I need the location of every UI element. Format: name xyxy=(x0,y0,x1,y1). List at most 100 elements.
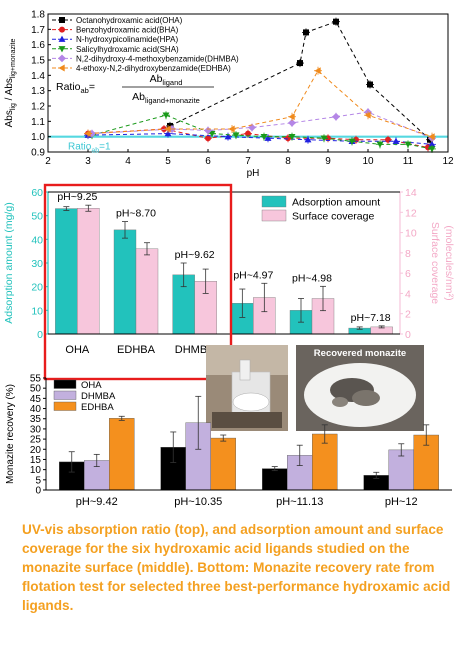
data-point-3-10 xyxy=(428,146,436,153)
legend-label-2: N-hydroxypicolinamide(HPA) xyxy=(76,35,178,44)
x-tick-label: 3 xyxy=(85,156,91,167)
legend-label-1: Surface coverage xyxy=(292,211,374,223)
formula-sub: ligand+monazite xyxy=(145,96,200,105)
recovered-monazite-photo: Recovered monazite xyxy=(206,345,424,431)
y-tick-label: 15 xyxy=(30,455,42,466)
formula-sub: ab xyxy=(81,86,89,95)
y-tick-label: 1.7 xyxy=(31,25,45,36)
x-tick-label: 10 xyxy=(362,156,374,167)
ratio-formula-numerator: Abligand xyxy=(150,73,183,87)
category-label-0: pH~9.42 xyxy=(76,496,118,508)
monazite-sample-light xyxy=(352,390,380,406)
right-tick-label: 6 xyxy=(405,268,411,280)
data-point-3-4 xyxy=(260,133,268,141)
data-point-2-4 xyxy=(304,136,312,143)
x-tick-label: 8 xyxy=(285,156,291,167)
category-label-1: pH~10.35 xyxy=(174,496,222,508)
legend-marker-2 xyxy=(58,35,66,42)
legend-label-5: 4-ethoxy-N,2-dihydroxybenzamide(EDHBA) xyxy=(76,64,231,73)
x-tick-label: 12 xyxy=(442,156,454,167)
data-point-3-5 xyxy=(288,133,296,141)
formula-part: = xyxy=(89,81,95,93)
y-tick-label: 1.6 xyxy=(31,40,45,51)
left-tick-label: 60 xyxy=(31,187,43,199)
y-tick-label: 30 xyxy=(30,424,42,435)
ph-label-edhba: pH~8.70 xyxy=(116,208,156,220)
legend-label-0: Octanohydroxamic acid(OHA) xyxy=(76,16,183,25)
y-tick-label: 20 xyxy=(30,445,42,456)
category-label-dhmba: DHMBA xyxy=(175,344,215,356)
x-tick-label: 2 xyxy=(45,156,51,167)
adsorption-chart: OHApH~9.25EDHBApH~8.70DHMBApH~9.62BHApH~… xyxy=(3,183,455,381)
x-tick-label: 6 xyxy=(205,156,211,167)
highlight-box xyxy=(43,183,233,381)
legend-swatch-1 xyxy=(261,209,287,222)
ph-label-oha: pH~9.25 xyxy=(57,191,97,203)
data-point-1-2 xyxy=(205,135,211,142)
ratio-formula-lhs: Ratioab= xyxy=(56,81,95,95)
data-point-5-0 xyxy=(84,130,91,138)
y-tick-label: 1.4 xyxy=(31,71,45,82)
formula-part: Ab xyxy=(150,73,163,85)
data-point-3-1 xyxy=(162,112,170,119)
right-tick-label: 8 xyxy=(405,248,411,260)
data-point-5-6 xyxy=(428,133,435,141)
baseline-part: =1 xyxy=(99,142,111,153)
x-tick-label: 11 xyxy=(403,156,414,167)
data-point-3-9 xyxy=(404,141,412,148)
data-point-5-5 xyxy=(364,111,371,119)
right-axis-label: Surface coverage xyxy=(429,222,441,304)
lab-flotation-cell xyxy=(232,392,270,412)
ph-label-bha: pH~4.97 xyxy=(233,269,273,281)
category-label-2: pH~11.13 xyxy=(276,496,323,508)
data-point-5-1 xyxy=(164,125,171,133)
legend-label-1: Benzohydroxamic acid(BHA) xyxy=(76,26,179,35)
legend-label-0: OHA xyxy=(81,380,102,391)
data-point-2-3 xyxy=(264,134,272,141)
x-axis-label: pH xyxy=(247,168,260,179)
legend-marker-0 xyxy=(59,17,65,23)
right-tick-label: 0 xyxy=(405,329,411,341)
right-tick-label: 12 xyxy=(405,207,417,219)
formula-sub: ligand xyxy=(162,78,182,87)
lab-apparatus-stem xyxy=(239,359,251,381)
y-tick-label: 1.1 xyxy=(31,117,45,128)
y-tick-label: 0 xyxy=(35,486,41,497)
ratio-formula-denominator: Abligand+monazite xyxy=(132,91,200,105)
x-tick-label: 9 xyxy=(325,156,331,167)
y-tick-label: 1.2 xyxy=(31,102,45,113)
category-label-oha: OHA xyxy=(65,344,90,356)
data-point-3-6 xyxy=(320,135,328,142)
formula-part: Ab xyxy=(132,91,145,103)
data-point-4-5 xyxy=(332,112,340,121)
legend-swatch-2 xyxy=(53,401,77,411)
y-axis-label: Abslig / Abslig+monazite xyxy=(4,39,17,128)
y-tick-label: 1.3 xyxy=(31,86,45,97)
data-point-2-1 xyxy=(164,130,172,137)
baseline-part: Ratio xyxy=(68,142,92,153)
y-axis-label-part: / Abs xyxy=(4,78,15,103)
data-point-0-3 xyxy=(333,18,339,25)
data-point-2-2 xyxy=(224,133,232,140)
series-line-0 xyxy=(169,21,431,141)
left-tick-label: 40 xyxy=(31,234,43,246)
legend-marker-4 xyxy=(58,54,66,63)
legend-label-4: N,2-dihydroxy-4-methoxybenzamide(DHMBA) xyxy=(76,54,239,63)
data-point-4-2 xyxy=(204,126,212,135)
data-point-3-7 xyxy=(348,138,356,145)
legend-swatch-0 xyxy=(261,195,287,208)
data-point-3-8 xyxy=(376,141,384,148)
bar-right-oha xyxy=(77,208,100,335)
legend-marker-3 xyxy=(58,46,66,53)
left-axis-label: Adsorption amount (mg/g) xyxy=(3,202,15,323)
right-tick-label: 10 xyxy=(405,228,417,240)
y-tick-label: 50 xyxy=(30,384,42,395)
bar-edhba-0 xyxy=(109,418,135,491)
lab-bench xyxy=(212,412,282,428)
right-axis-label-unit: (molecules/nm²) xyxy=(443,225,455,300)
y-axis-label-part: Abs xyxy=(4,110,15,127)
bar-edhba-1 xyxy=(210,437,236,491)
y-axis-label: Monazite recovery (%) xyxy=(5,384,16,484)
legend-swatch-1 xyxy=(53,390,77,400)
